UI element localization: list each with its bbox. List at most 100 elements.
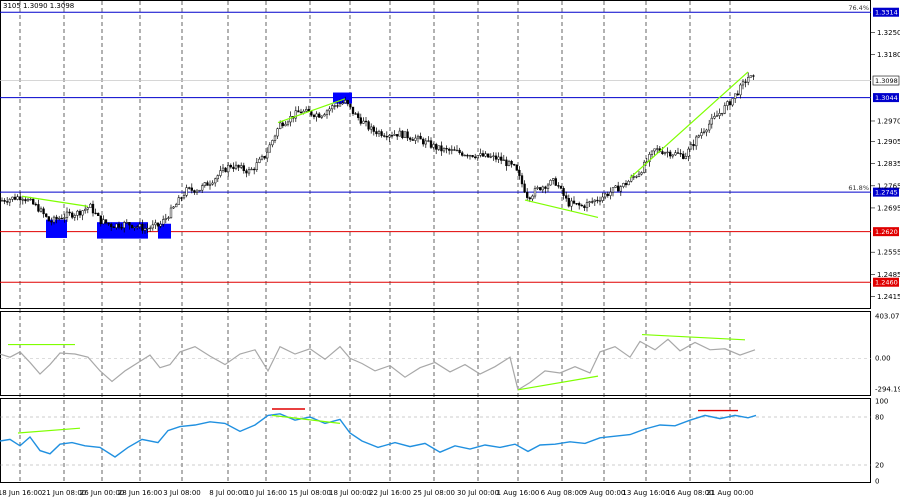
candle-body: [705, 129, 708, 133]
candle-body: [138, 223, 141, 227]
candle-body: [120, 227, 123, 229]
candle-body: [669, 151, 672, 157]
time-tick-label: 1 Aug 16:00: [497, 489, 540, 497]
candle-body: [224, 167, 227, 173]
indicator1: 403.0796 0.00 -294.194: [0, 312, 900, 394]
candle-body: [656, 148, 659, 150]
candle-body: [289, 116, 292, 123]
candle-body: [572, 200, 576, 204]
candle-body: [55, 216, 58, 220]
price-axis: 1.3250 1.3180 1.2970 1.2905 1.2835 1.2765 1.26…: [871, 29, 900, 301]
candle-body: [359, 117, 362, 124]
candle-body: [357, 113, 360, 118]
candle-body: [396, 134, 399, 137]
candle-body: [601, 196, 604, 201]
candle-body: [260, 155, 264, 160]
candle-body: [65, 211, 69, 218]
candle-body: [406, 131, 409, 139]
candle-body: [580, 204, 583, 207]
candle-body: [128, 222, 131, 226]
price-trendlines: [21, 71, 749, 219]
candle-body: [115, 223, 118, 228]
candle-body: [364, 120, 368, 123]
time-tick-label: 25 Jul 08:00: [413, 489, 455, 497]
candle-body: [497, 156, 500, 160]
candle-body: [305, 109, 308, 112]
candle-body: [336, 105, 339, 107]
time-tick-label: 15 Jul 08:00: [289, 489, 331, 497]
candle-body: [208, 183, 212, 186]
candle-body: [676, 152, 680, 154]
price-panel-frame: [0, 0, 871, 309]
candle-body: [695, 136, 698, 147]
level-tag: [873, 227, 899, 237]
candle-body: [661, 151, 664, 155]
candle-body: [429, 140, 433, 148]
candle-body: [466, 154, 469, 157]
candle-body: [245, 170, 248, 174]
candle-body: [593, 199, 596, 202]
candle-body: [167, 217, 170, 219]
candle-body: [710, 117, 713, 125]
candle-body: [229, 164, 232, 168]
candle-body: [247, 169, 251, 174]
candle-body: [492, 155, 495, 157]
candle-body: [370, 126, 373, 130]
candle-body: [708, 123, 711, 131]
candle-body: [73, 215, 76, 218]
candle-body: [533, 188, 537, 197]
candle-body: [401, 130, 404, 138]
candle-body: [450, 149, 453, 151]
candle-body: [320, 115, 323, 118]
candle-body: [398, 130, 401, 137]
candle-body: [117, 223, 121, 228]
candle-body: [546, 184, 550, 189]
indicator1-panel-frame: [0, 311, 871, 396]
candle-body: [624, 183, 628, 186]
candle-body: [286, 121, 290, 125]
candle-body: [3, 200, 6, 202]
candle-body: [349, 103, 352, 108]
candle-body: [411, 139, 414, 141]
candle-body: [151, 224, 154, 229]
candle-body: [221, 167, 225, 171]
candle-body: [68, 211, 71, 214]
ind2-tick-label: 80: [875, 414, 884, 422]
candle-body: [388, 135, 391, 138]
candle-body: [102, 219, 105, 225]
candle-body: [528, 197, 531, 200]
candle-body: [731, 98, 734, 106]
ind1-tick-label: 403.0796: [875, 312, 900, 320]
price-tick-label: 1.2695: [877, 204, 900, 212]
candle-body: [97, 212, 100, 216]
price-tick-label: 1.2835: [877, 160, 900, 168]
candle-body: [596, 199, 599, 202]
current-price-label: 1.3098: [875, 77, 898, 85]
candle-body: [476, 155, 479, 159]
candle-body: [747, 77, 750, 83]
candle-body: [42, 208, 45, 215]
candle-body: [643, 161, 646, 173]
candle-body: [471, 155, 474, 158]
candle-body: [258, 158, 261, 163]
candle-body: [39, 208, 43, 212]
candle-body: [78, 210, 82, 216]
ind1-tick-label: 0.00: [875, 355, 891, 363]
candle-body: [312, 114, 316, 118]
candle-body: [448, 148, 451, 151]
candle-body: [520, 175, 524, 185]
time-tick-label: 3 Jul 08:00: [163, 489, 201, 497]
candle-body: [435, 144, 438, 150]
candle-body: [29, 198, 32, 201]
candle-body: [325, 110, 329, 115]
candle-body: [86, 207, 89, 210]
candle-body: [203, 182, 206, 186]
candle-body: [294, 110, 297, 119]
candle-body: [198, 189, 201, 192]
candle-body: [513, 164, 516, 166]
time-tick-label: 18 Jul 00:00: [329, 489, 371, 497]
candle-body: [133, 226, 136, 229]
candle-body: [463, 154, 466, 157]
candle-body: [372, 126, 375, 132]
candle-body: [500, 156, 503, 161]
